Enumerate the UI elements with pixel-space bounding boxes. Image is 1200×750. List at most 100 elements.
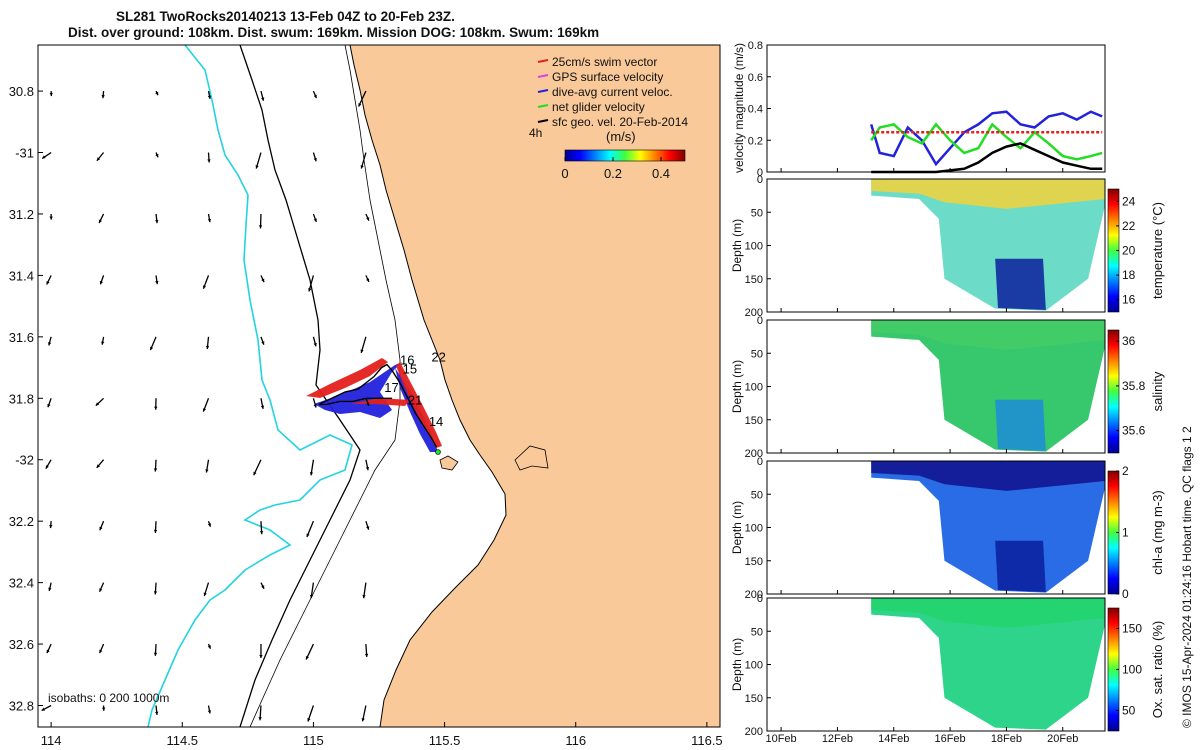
section-surface-layer bbox=[871, 179, 1105, 209]
track-day-label: 14 bbox=[429, 414, 443, 429]
section-colorbar-tick-label: 35.8 bbox=[1122, 379, 1146, 393]
section-y-tick-label: 100 bbox=[745, 523, 763, 535]
section-colorbar-tick-label: 36 bbox=[1122, 334, 1136, 348]
chart-title-line2: Dist. over ground: 108km. Dist. swum: 16… bbox=[68, 25, 600, 40]
section-ylabel: Depth (m) bbox=[730, 360, 744, 413]
track-day-label: 16 bbox=[400, 352, 414, 367]
chart-title-line1: SL281 TwoRocks20140213 13-Feb 04Z to 20-… bbox=[116, 9, 455, 24]
section-field bbox=[871, 179, 1105, 311]
current-vector-head bbox=[155, 280, 159, 285]
section-y-tick-label: 150 bbox=[745, 693, 763, 705]
legend-swatch bbox=[537, 104, 549, 108]
section-colorbar-tick-label: 22 bbox=[1122, 219, 1136, 233]
map-y-tick-label: 32.4 bbox=[9, 576, 34, 591]
section-field bbox=[871, 598, 1105, 730]
section-y-tick-label: 200 bbox=[745, 589, 763, 601]
current-vector-head bbox=[207, 218, 212, 223]
velocity-y-tick-label: 0.8 bbox=[748, 40, 763, 52]
section-colorbar-label: Ox. sat. ratio (%) bbox=[1150, 621, 1165, 719]
dive-avg-blue-swath bbox=[314, 362, 438, 452]
track-day-label: 21 bbox=[408, 392, 422, 407]
current-vector-head bbox=[47, 403, 51, 408]
velocity-y-tick-label: 0.2 bbox=[748, 135, 763, 147]
section-x-tick-label: 16Feb bbox=[934, 733, 965, 745]
current-vector-head bbox=[366, 278, 370, 282]
current-vector-head bbox=[207, 523, 212, 527]
current-vector-head bbox=[366, 217, 370, 221]
land-mass bbox=[349, 45, 720, 727]
track-end-marker bbox=[435, 449, 441, 455]
current-vector-head bbox=[308, 288, 312, 292]
current-vector-head bbox=[364, 653, 369, 657]
map-x-tick-label: 114.5 bbox=[166, 733, 198, 748]
current-vector-head bbox=[99, 280, 103, 285]
current-vector-head bbox=[99, 588, 103, 592]
current-vector-head bbox=[313, 404, 317, 408]
velocity-y-tick-label: 0 bbox=[757, 167, 763, 179]
current-vector-head bbox=[313, 94, 317, 99]
current-vector-head bbox=[361, 718, 365, 722]
colorbar-unit-label: (m/s) bbox=[606, 129, 636, 144]
estuary bbox=[514, 445, 549, 471]
current-vector-head bbox=[259, 531, 264, 535]
current-vector-head bbox=[155, 91, 159, 96]
current-vector-head bbox=[48, 587, 52, 591]
map-y-tick-label: -31 bbox=[15, 146, 34, 161]
current-vector-head bbox=[360, 349, 364, 353]
section-colorbar-tick-label: 50 bbox=[1122, 704, 1136, 718]
current-vector-head bbox=[305, 656, 309, 660]
section-field bbox=[871, 461, 1105, 593]
map-y-tick-label: 31.6 bbox=[9, 330, 34, 345]
section-deep-layer bbox=[995, 258, 1046, 311]
current-vector-head bbox=[155, 219, 159, 224]
velocity-y-tick-label: 0.6 bbox=[748, 72, 763, 84]
current-vector-head bbox=[101, 94, 105, 99]
section-colorbar-tick-label: 35.6 bbox=[1122, 424, 1146, 438]
isobath-200m bbox=[239, 45, 361, 727]
legend-prefix: 4h bbox=[529, 126, 542, 140]
current-vector-field bbox=[41, 90, 370, 722]
current-vector-head bbox=[155, 711, 159, 715]
section-y-tick-label: 100 bbox=[745, 660, 763, 672]
map-y-tick-label: 31.2 bbox=[9, 207, 34, 222]
map-x-tick-label: 116 bbox=[565, 733, 586, 748]
velocity-series-line bbox=[871, 142, 1103, 174]
current-vector-head bbox=[365, 466, 370, 471]
current-vector-head bbox=[153, 652, 158, 656]
velocity-y-tick-label: 0.4 bbox=[748, 104, 763, 116]
map-y-tick-label: 32.8 bbox=[9, 698, 34, 713]
current-vector-head bbox=[46, 649, 50, 654]
current-vector-head bbox=[203, 592, 207, 597]
section-panel-temperature: 0 50 100 150 200 Depth (m) 16 18 20 22 24 temperatu… bbox=[730, 174, 1165, 319]
current-vector-head bbox=[261, 97, 265, 101]
map-x-tick-label: 115 bbox=[303, 733, 324, 748]
section-field bbox=[871, 320, 1105, 452]
current-vector-head bbox=[366, 526, 370, 530]
current-vector-head bbox=[207, 645, 211, 649]
section-y-tick-label: 100 bbox=[745, 241, 763, 253]
current-vector-head bbox=[101, 707, 106, 711]
section-panel-salinity: 0 50 100 150 200 Depth (m) 35.6 35.8 36 salinity bbox=[730, 315, 1165, 460]
current-vector-head bbox=[45, 465, 49, 469]
current-vector-head bbox=[49, 216, 53, 220]
current-vector-head bbox=[307, 718, 311, 722]
current-vector-head bbox=[96, 464, 100, 468]
current-vector-head bbox=[207, 159, 211, 163]
section-y-tick-label: 50 bbox=[751, 489, 763, 501]
section-y-tick-label: 100 bbox=[745, 382, 763, 394]
speed-colorbar bbox=[564, 149, 686, 162]
current-vector-head bbox=[261, 585, 265, 589]
legend-swatch bbox=[537, 89, 549, 93]
current-vector-head bbox=[313, 342, 317, 347]
section-panel-chla: 0 50 100 150 200 Depth (m) 0 1 2 chl-a (mg m-3) bbox=[730, 456, 1165, 601]
section-ylabel: Depth (m) bbox=[730, 219, 744, 272]
section-y-tick-label: 0 bbox=[757, 593, 763, 605]
section-colorbar-tick-label: 20 bbox=[1122, 244, 1136, 258]
section-y-tick-label: 200 bbox=[745, 726, 763, 738]
current-vector-head bbox=[155, 153, 159, 158]
map-x-tick-label: 116.5 bbox=[691, 733, 723, 748]
legend-label: dive-avg current veloc. bbox=[552, 85, 673, 99]
section-x-tick-label: 14Feb bbox=[878, 733, 909, 745]
